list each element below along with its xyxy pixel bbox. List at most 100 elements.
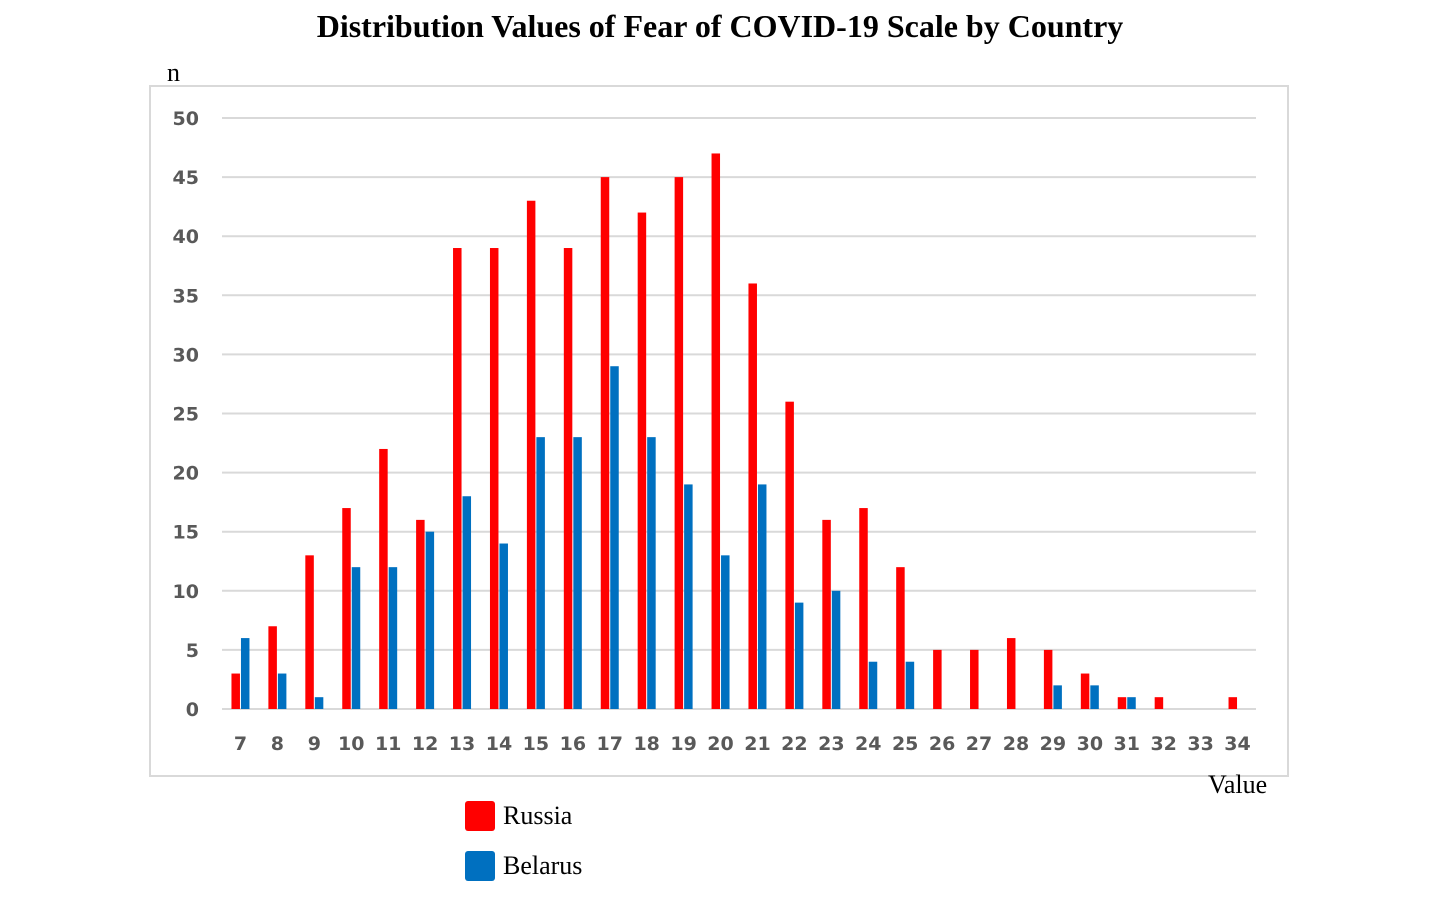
- bar-russia-21: [748, 283, 757, 709]
- x-tick-label: 19: [670, 733, 696, 755]
- bar-russia-29: [1043, 649, 1053, 709]
- bar-russia-28: [1006, 638, 1016, 709]
- bar-russia-19: [674, 177, 684, 710]
- x-tick-label: 28: [1003, 733, 1029, 755]
- x-tick-label: 10: [338, 733, 364, 755]
- bar-belarus-18: [647, 437, 656, 709]
- y-tick-label: 45: [173, 167, 199, 189]
- bars: [231, 153, 1238, 710]
- y-tick-label: 10: [173, 581, 199, 603]
- x-axis-label: Value: [1208, 770, 1268, 799]
- legend-swatch-russia: [465, 801, 495, 831]
- bar-russia-11: [379, 448, 388, 709]
- y-tick-label: 30: [173, 344, 199, 366]
- bar-russia-16: [563, 248, 573, 709]
- bar-belarus-23: [831, 590, 841, 709]
- bar-belarus-21: [757, 484, 767, 709]
- legend-item-belarus: Belarus: [465, 850, 582, 882]
- bar-russia-7: [231, 673, 240, 709]
- x-tick-label: 27: [966, 733, 992, 755]
- x-tick-label: 18: [633, 733, 659, 755]
- x-tick-label: 12: [412, 733, 438, 755]
- bar-russia-18: [637, 212, 647, 709]
- x-tick-label: 25: [892, 733, 918, 755]
- bar-russia-15: [526, 200, 536, 710]
- bar-russia-31: [1117, 697, 1127, 709]
- chart-title: Distribution Values of Fear of COVID-19 …: [316, 8, 1124, 44]
- x-tick-label: 7: [234, 733, 247, 755]
- y-tick-label: 25: [173, 404, 199, 426]
- x-tick-label: 16: [560, 733, 586, 755]
- bar-belarus-11: [388, 567, 398, 709]
- x-tick-label: 26: [929, 733, 955, 755]
- x-tick-label: 17: [597, 733, 623, 755]
- x-tick-label: 21: [744, 733, 770, 755]
- y-tick-label: 0: [186, 699, 199, 721]
- bar-belarus-30: [1090, 685, 1099, 709]
- x-tick-labels: 7 8 9 10 11 12 13 14 15 16 17 18 19 20 21 22 23 24 25 26 27 2…: [234, 733, 1251, 755]
- bar-russia-32: [1154, 697, 1164, 709]
- x-tick-label: 8: [271, 733, 284, 755]
- x-tick-label: 34: [1224, 733, 1250, 755]
- x-tick-label: 30: [1077, 733, 1103, 755]
- x-tick-label: 32: [1150, 733, 1176, 755]
- bar-russia-30: [1080, 673, 1090, 709]
- gridlines: [222, 117, 1256, 710]
- bar-russia-27: [970, 649, 979, 709]
- bar-belarus-8: [277, 673, 287, 709]
- x-tick-label: 11: [375, 733, 401, 755]
- bar-russia-9: [305, 555, 314, 709]
- plot-frame: [149, 85, 1289, 777]
- x-tick-label: 33: [1187, 733, 1213, 755]
- bar-russia-24: [859, 508, 868, 709]
- x-tick-label: 31: [1114, 733, 1140, 755]
- bar-russia-34: [1228, 697, 1238, 709]
- bar-belarus-25: [905, 661, 915, 709]
- bar-russia-13: [453, 248, 462, 709]
- bar-belarus-9: [314, 697, 324, 709]
- y-tick-label: 15: [173, 522, 199, 544]
- x-tick-label: 29: [1040, 733, 1066, 755]
- x-tick-label: 24: [855, 733, 881, 755]
- bar-belarus-22: [794, 602, 804, 709]
- legend-label-russia: Russia: [503, 801, 573, 830]
- bar-belarus-19: [684, 484, 693, 709]
- x-tick-label: 23: [818, 733, 844, 755]
- bar-belarus-14: [499, 543, 508, 709]
- y-tick-label: 35: [173, 285, 199, 307]
- y-tick-label: 40: [173, 226, 199, 248]
- bar-belarus-17: [610, 366, 619, 709]
- bar-belarus-10: [351, 567, 361, 709]
- bar-russia-23: [822, 519, 831, 709]
- x-tick-label: 15: [523, 733, 549, 755]
- legend-item-russia: Russia: [465, 800, 572, 832]
- bar-belarus-12: [425, 531, 435, 709]
- bar-russia-8: [268, 626, 277, 709]
- x-tick-label: 14: [486, 733, 512, 755]
- x-tick-label: 20: [707, 733, 733, 755]
- y-tick-label: 20: [173, 463, 199, 485]
- bar-belarus-20: [721, 555, 730, 709]
- y-tick-label: 5: [186, 640, 199, 662]
- bar-belarus-29: [1053, 685, 1062, 709]
- bar-russia-20: [711, 153, 721, 709]
- x-tick-label: 13: [449, 733, 475, 755]
- y-axis-label: n: [167, 58, 180, 87]
- bar-belarus-31: [1127, 697, 1136, 709]
- bar-russia-10: [342, 508, 351, 709]
- bar-belarus-7: [240, 638, 250, 709]
- bar-belarus-16: [573, 437, 582, 709]
- bar-belarus-15: [536, 437, 545, 709]
- bar-russia-17: [600, 177, 610, 710]
- bar-russia-22: [785, 401, 794, 709]
- y-tick-labels: 0 5 10 15 20 25 30 35 40 45 50: [173, 108, 199, 721]
- bar-russia-25: [896, 567, 905, 709]
- bar-russia-14: [489, 248, 499, 709]
- bar-belarus-24: [868, 661, 878, 709]
- bar-russia-26: [933, 649, 942, 709]
- y-tick-label: 50: [173, 108, 199, 130]
- bar-russia-12: [416, 519, 425, 709]
- x-tick-label: 9: [308, 733, 321, 755]
- bar-belarus-13: [462, 496, 472, 709]
